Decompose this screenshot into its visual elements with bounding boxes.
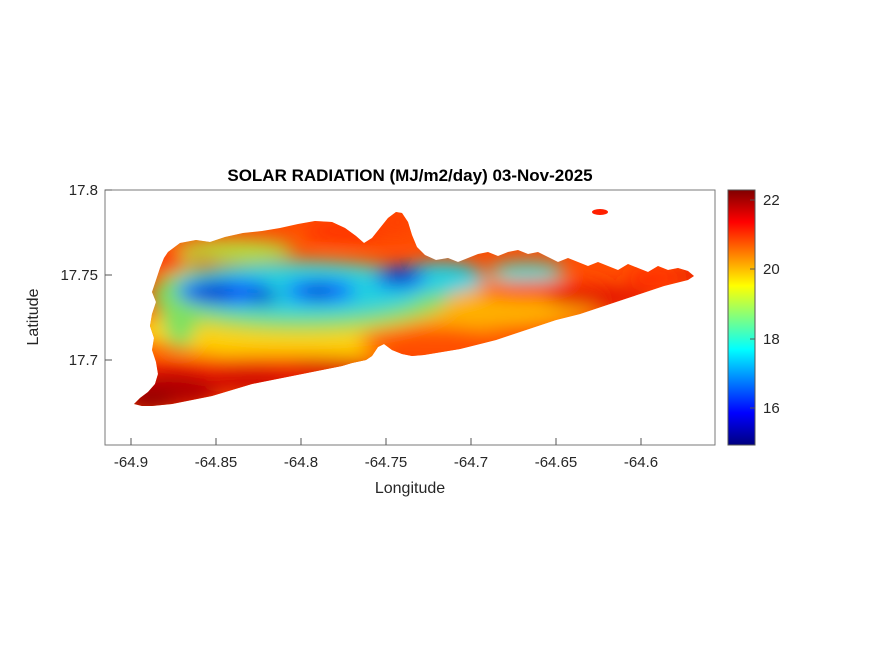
x-tick-label: -64.9 (114, 454, 148, 471)
x-tick-label: -64.8 (284, 454, 318, 471)
x-axis-label: Longitude (375, 480, 445, 497)
x-tick-label: -64.65 (535, 454, 578, 471)
x-tick-label: -64.85 (195, 454, 238, 471)
x-tick-label: -64.75 (365, 454, 408, 471)
colorbar-tick-label: 22 (763, 192, 780, 209)
colorbar-tick-label: 18 (763, 331, 780, 348)
x-tick-label: -64.6 (624, 454, 658, 471)
y-axis-label: Latitude (25, 288, 42, 345)
colorbar: 22 20 18 16 (727, 189, 780, 446)
y-tick-label: 17.75 (60, 267, 98, 284)
y-tick-label: 17.7 (69, 352, 98, 369)
y-tick-marks (105, 189, 112, 361)
plot-area (104, 189, 716, 446)
island-fragment (592, 209, 608, 215)
x-tick-label: -64.7 (454, 454, 488, 471)
x-tick-marks (130, 438, 642, 445)
island-heatmap (134, 212, 694, 406)
y-tick-labels: 17.8 17.75 17.7 (60, 182, 98, 369)
heatfield-blobs (134, 212, 694, 406)
chart-title: SOLAR RADIATION (MJ/m2/day) 03-Nov-2025 (227, 166, 592, 185)
colorbar-tick-label: 16 (763, 400, 780, 417)
x-tick-labels: -64.9 -64.85 -64.8 -64.75 -64.7 -64.65 -… (114, 454, 658, 471)
y-tick-label: 17.8 (69, 182, 98, 199)
colorbar-tick-label: 20 (763, 261, 780, 278)
colorbar-gradient (727, 189, 756, 446)
